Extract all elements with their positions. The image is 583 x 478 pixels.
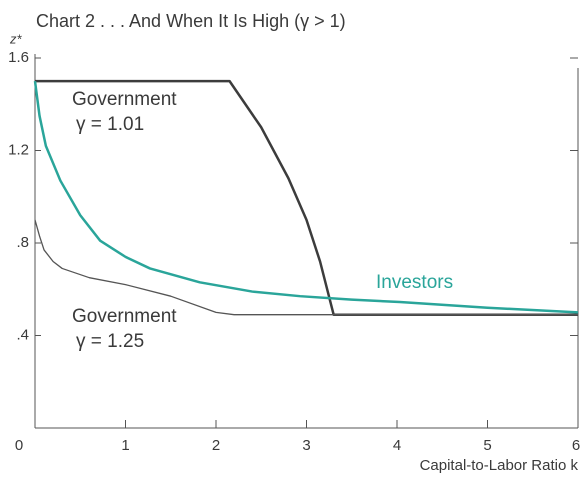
x-tick-label: 3	[302, 437, 310, 454]
x-tick-label: 6	[572, 437, 580, 454]
y-tick-label: .8	[16, 234, 29, 251]
x-tick-label: 0	[15, 437, 23, 454]
y-tick-label: .4	[16, 326, 29, 343]
series-label: Government	[72, 306, 177, 327]
x-axis-label: Capital-to-Labor Ratio k	[420, 457, 579, 474]
series-line	[33, 80, 579, 314]
y-tick-label: 1.2	[8, 141, 29, 158]
chart-title: Chart 2 . . . And When It Is High (γ > 1…	[36, 11, 346, 31]
series-label: γ = 1.25	[76, 331, 144, 352]
y-axis-label: z*	[9, 31, 23, 46]
series-line	[34, 219, 578, 316]
series-label: Investors	[376, 272, 453, 293]
x-tick-label: 1	[121, 437, 129, 454]
y-tick-label: 1.6	[8, 49, 29, 66]
x-tick-label: 4	[393, 437, 401, 454]
series-label: Government	[72, 89, 177, 110]
x-tick-label: 2	[212, 437, 220, 454]
series-line	[35, 79, 578, 316]
series-label: γ = 1.01	[76, 114, 144, 135]
x-tick-label: 5	[483, 437, 491, 454]
